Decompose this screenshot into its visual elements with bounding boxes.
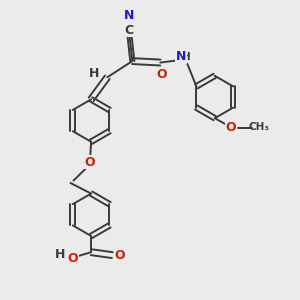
Text: N: N (176, 50, 186, 63)
Text: O: O (114, 249, 125, 262)
Text: O: O (68, 252, 78, 265)
Text: N: N (124, 9, 135, 22)
Text: H: H (182, 52, 190, 62)
Text: O: O (226, 121, 236, 134)
Text: O: O (84, 156, 95, 169)
Text: H: H (55, 248, 66, 261)
Text: H: H (89, 67, 99, 80)
Text: CH₃: CH₃ (248, 122, 269, 132)
Text: O: O (157, 68, 167, 81)
Text: C: C (125, 24, 134, 37)
